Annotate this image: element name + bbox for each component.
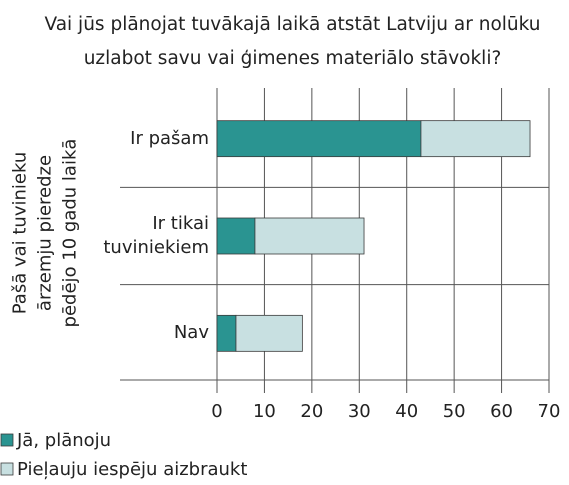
legend-swatch bbox=[0, 462, 14, 476]
x-tick-label: 30 bbox=[348, 401, 371, 422]
x-tick-label: 40 bbox=[395, 401, 418, 422]
x-tick-label: 50 bbox=[443, 401, 466, 422]
x-tick-label: 0 bbox=[211, 401, 222, 422]
legend-label: Pieļauju iespēju aizbraukt bbox=[17, 459, 247, 480]
bar bbox=[216, 120, 422, 158]
category-label: Ir pašam bbox=[130, 127, 209, 149]
chart-title: Vai jūs plānojat tuvākajā laikā atstāt L… bbox=[44, 14, 541, 69]
x-tick-label: 70 bbox=[538, 401, 561, 422]
x-tick-label: 60 bbox=[490, 401, 513, 422]
bar bbox=[254, 217, 365, 255]
bar bbox=[235, 314, 303, 352]
category-label: Ir tikai tuviniekiem bbox=[103, 213, 209, 258]
legend-label: Jā, plānoju bbox=[16, 430, 111, 451]
bar bbox=[216, 217, 256, 255]
category-label: Nav bbox=[173, 322, 209, 344]
x-tick-label: 10 bbox=[253, 401, 276, 422]
bar bbox=[216, 314, 237, 352]
legend-swatch bbox=[0, 433, 14, 447]
bar bbox=[420, 120, 531, 158]
x-tick-label: 20 bbox=[300, 401, 323, 422]
